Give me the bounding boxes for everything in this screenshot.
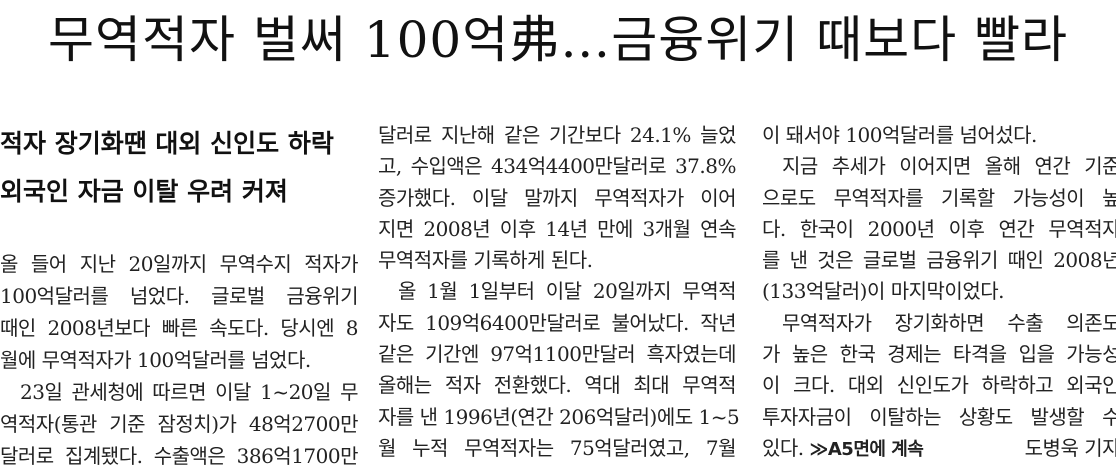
- subheadline-block: 적자 장기화땐 대외 신인도 하락 외국인 자금 이탈 우려 커져: [0, 120, 358, 216]
- closing-line: 있다. ≫A5면에 계속 도병욱 기자: [762, 433, 1116, 464]
- text-line: 를 낸 것은 글로벌 금융위기 때인 2008년: [762, 248, 1116, 273]
- text-line: 다. 한국이 2000년 이후 연간 무역적자: [762, 216, 1116, 241]
- text-line: 월 누적 무역적자는 75억달러였고, 7월: [378, 435, 737, 460]
- text-line: 같은 기간엔 97억1100만달러 흑자였는데: [378, 342, 737, 367]
- closing-text: 있다.: [762, 435, 804, 460]
- text-line: 자도 109억6400만달러로 불어났다. 작년: [378, 310, 737, 335]
- subheadline: 외국인 자금 이탈 우려 커져: [0, 177, 288, 206]
- text-line: 올 들어 지난 20일까지 무역수지 적자가: [0, 252, 359, 276]
- text-line: 가 높은 한국 경제는 타격을 입을 가능성: [762, 342, 1116, 367]
- column-1: 적자 장기화땐 대외 신인도 하락 외국인 자금 이탈 우려 커져 올 들어 지…: [0, 120, 359, 472]
- text-line: 역적자(통관 기준 잠정치)가 48억2700만: [0, 412, 359, 436]
- continued-link[interactable]: ≫A5면에 계속: [809, 438, 924, 460]
- text-line: 달러로 지난해 같은 기간보다 24.1% 늘었: [378, 123, 737, 147]
- text-line: 100억달러를 넘었다. 글로벌 금융위기: [0, 284, 359, 308]
- text-line: 달러로 집계됐다. 수출액은 386억1700만: [0, 444, 359, 468]
- text-line: 이 크다. 대외 신인도가 하락하고 외국인: [762, 373, 1116, 398]
- text-line: 무역적자가 장기화하면 수출 의존도: [782, 310, 1116, 335]
- text-line: 지면 2008년 이후 14년 만에 3개월 연속: [378, 216, 737, 241]
- text-line: 자를 낸 1996년(연간 206억달러)에도 1~5: [378, 404, 740, 429]
- subheadline: 적자 장기화땐 대외 신인도 하락: [0, 129, 334, 158]
- text-line: 투자자금이 이탈하는 상황도 발생할 수: [762, 404, 1116, 429]
- text-line: 때인 2008년보다 빠른 속도다. 당시엔 8: [0, 316, 359, 340]
- text-line: 으로도 무역적자를 기록할 가능성이 높: [762, 185, 1116, 210]
- headline: 무역적자 벌써 100억弗…금융위기 때보다 빨라: [47, 11, 1068, 69]
- text-line: 올해는 적자 전환했다. 역대 최대 무역적: [378, 373, 737, 398]
- text-line: 고, 수입액은 434억4400만달러로 37.8%: [378, 154, 737, 179]
- text-line: 지금 추세가 이어지면 올해 연간 기준: [782, 154, 1116, 179]
- text-line: 올 1월 1일부터 이달 20일까지 무역적: [398, 279, 737, 304]
- text-line: 무역적자를 기록하게 된다.: [378, 248, 593, 273]
- byline: 도병욱 기자: [1024, 435, 1116, 460]
- text-line: 이 돼서야 100억달러를 넘어섰다.: [762, 123, 1037, 147]
- text-line: 증가했다. 이달 말까지 무역적자가 이어: [378, 185, 737, 210]
- text-line: (133억달러)이 마지막이었다.: [762, 279, 1005, 304]
- body-text: 올 들어 지난 20일까지 무역수지 적자가 100억달러를 넘었다. 글로벌 금…: [0, 248, 359, 472]
- text-line: 23일 관세청에 따르면 이달 1~20일 무: [20, 380, 359, 404]
- text-line: 월에 무역적자가 100억달러를 넘었다.: [0, 348, 311, 372]
